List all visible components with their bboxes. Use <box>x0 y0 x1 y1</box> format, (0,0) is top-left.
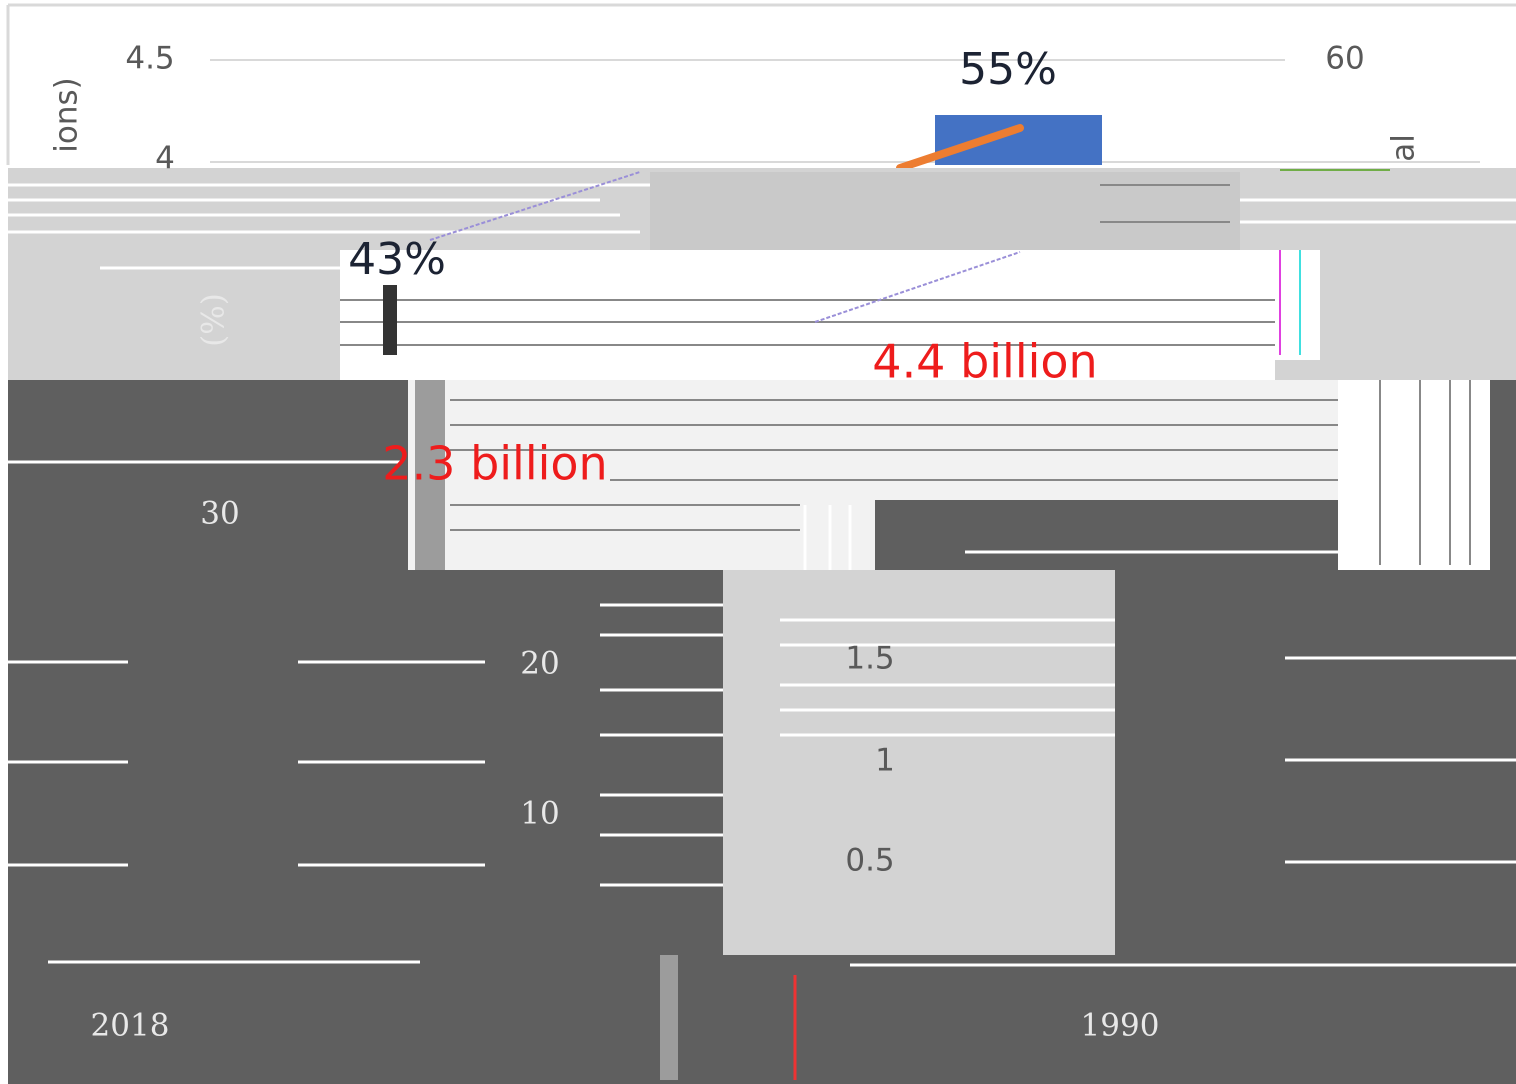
percent-axis-title: (%) <box>196 293 232 347</box>
global-tick-label: 0.5 <box>845 843 894 879</box>
share-label: 55% <box>959 44 1057 95</box>
population-label: 2.3 billion <box>382 437 607 491</box>
share-label: 43% <box>348 234 446 285</box>
global-tick-label: 1 <box>875 743 895 779</box>
year-label: 1990 <box>1081 1008 1160 1044</box>
inner-tick-label: 20 <box>520 646 559 682</box>
global-tick-label: 1.5 <box>845 641 894 677</box>
right-tick-label: 60 <box>1325 41 1364 77</box>
left-axis-title: ions) <box>49 77 85 152</box>
population-label: 4.4 billion <box>872 335 1097 389</box>
left-tick-label: 4.5 <box>125 41 174 77</box>
inner-tick-label: 10 <box>520 796 559 832</box>
year-label: 2018 <box>91 1008 170 1044</box>
right-axis-title: al <box>1386 134 1422 162</box>
left-tick-label: 4 <box>155 141 175 177</box>
inner-tick-label: 30 <box>200 496 239 532</box>
